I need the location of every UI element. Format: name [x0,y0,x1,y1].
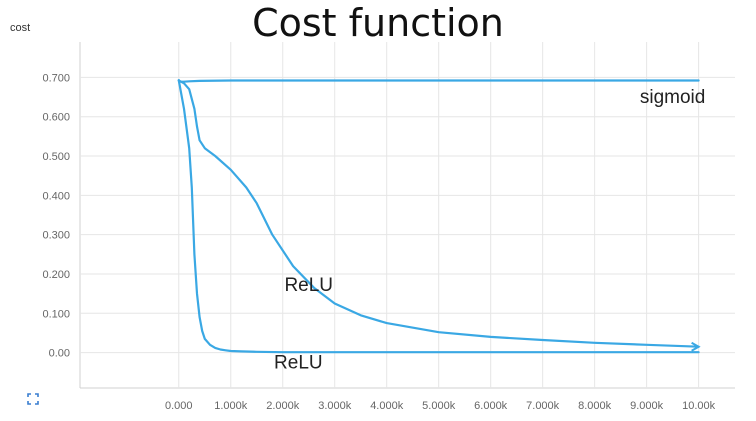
y-tick-label: 0.300 [42,230,70,242]
expand-icon[interactable] [27,393,39,405]
series-line-1 [177,79,700,83]
y-tick-label: 0.100 [42,308,70,320]
x-tick-label: 7.000k [526,400,560,412]
y-tick-label: 0.600 [42,112,70,124]
series-annotation: ReLU [284,275,333,296]
y-tick-label: 0.500 [42,151,70,163]
y-tick-label: 0.400 [42,190,70,202]
series-annotation: ReLU [274,352,323,373]
series-line-2 [177,79,700,354]
x-tick-label: 3.000k [318,400,352,412]
series-arrowhead [691,341,701,352]
y-tick-label: 0.200 [42,269,70,281]
y-axis-label: cost [10,22,31,34]
x-tick-label: 9.000k [630,400,664,412]
series-line-3 [177,79,700,348]
x-tick-label: 6.000k [474,400,508,412]
series-annotation: sigmoid [640,87,705,108]
x-tick-label: 4.000k [370,400,404,412]
x-tick-label: 8.000k [578,400,612,412]
x-tick-label: 1.000k [214,400,248,412]
x-tick-label: 5.000k [422,400,456,412]
y-tick-label: 0.700 [42,72,70,84]
chart-title: Cost function [252,1,504,45]
x-tick-label: 2.000k [266,400,300,412]
x-tick-label: 10.00k [682,400,716,412]
y-tick-label: 0.00 [49,348,70,360]
x-tick-label: 0.000 [165,400,193,412]
